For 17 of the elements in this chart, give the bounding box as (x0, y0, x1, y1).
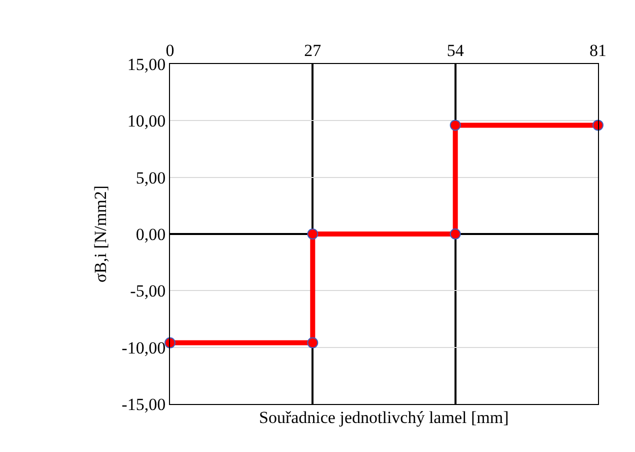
point (307, 228, 318, 240)
y-tick-label: -15,00 (122, 394, 166, 414)
x-tick-label: 0 (166, 41, 174, 60)
point (450, 228, 461, 240)
x-tick-label: 54 (446, 41, 464, 60)
y-tick-label: 15,00 (127, 54, 166, 74)
y-tick-label: -10,00 (122, 338, 166, 358)
x-tick-label: 27 (304, 41, 322, 60)
x-axis-title: Souřadnice jednotlivchý lamel [mm] (259, 408, 509, 427)
y-tick-label: -5,00 (130, 282, 166, 301)
y-tick-label: 5,00 (136, 168, 166, 188)
x-tick-label: 81 (590, 41, 606, 60)
point (307, 337, 318, 348)
y-tick-label: 0,00 (136, 224, 166, 244)
y-axis-title: σB,i [N/mm2] (91, 186, 110, 282)
point (450, 120, 461, 131)
y-tick-label: 10,00 (127, 112, 166, 131)
